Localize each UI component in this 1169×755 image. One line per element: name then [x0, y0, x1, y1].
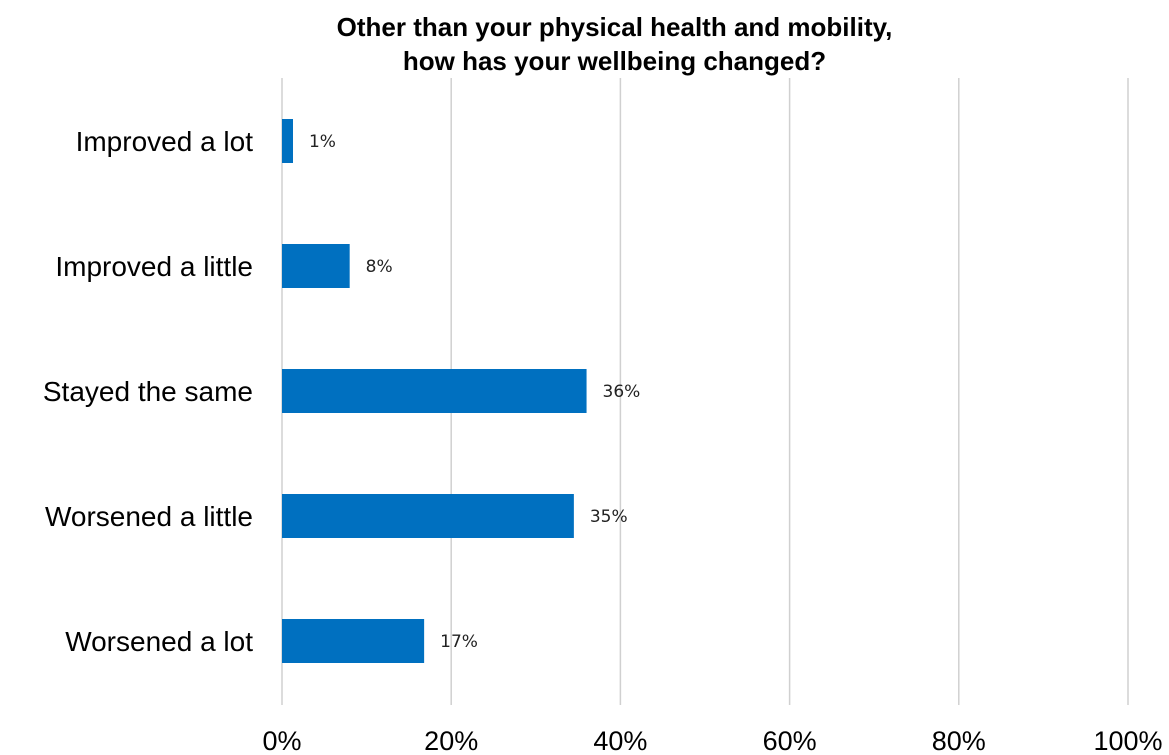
x-tick-label-40: 40% [593, 726, 647, 755]
x-tick-label-20: 20% [424, 726, 478, 755]
category-label-2: Stayed the same [43, 376, 253, 407]
data-label-4: 17% [440, 632, 478, 652]
data-label-3: 35% [590, 507, 628, 527]
x-tick-label-100: 100% [1093, 726, 1162, 755]
bar-0 [282, 119, 293, 163]
bar-2 [282, 369, 587, 413]
category-label-4: Worsened a lot [65, 626, 253, 657]
category-label-1: Improved a little [55, 251, 253, 282]
chart-title-line-1: Other than your physical health and mobi… [336, 12, 893, 42]
bar-3 [282, 494, 574, 538]
x-tick-label-0: 0% [262, 726, 301, 755]
data-label-2: 36% [603, 382, 641, 402]
chart-title-line-2: how has your wellbeing changed? [402, 46, 827, 76]
bar-1 [282, 244, 350, 288]
x-tick-label-80: 80% [932, 726, 986, 755]
data-label-0: 1% [309, 132, 336, 152]
x-tick-label-60: 60% [763, 726, 817, 755]
category-label-3: Worsened a little [45, 501, 253, 532]
bar-4 [282, 619, 425, 663]
data-label-1: 8% [366, 257, 393, 277]
category-label-0: Improved a lot [76, 126, 254, 157]
